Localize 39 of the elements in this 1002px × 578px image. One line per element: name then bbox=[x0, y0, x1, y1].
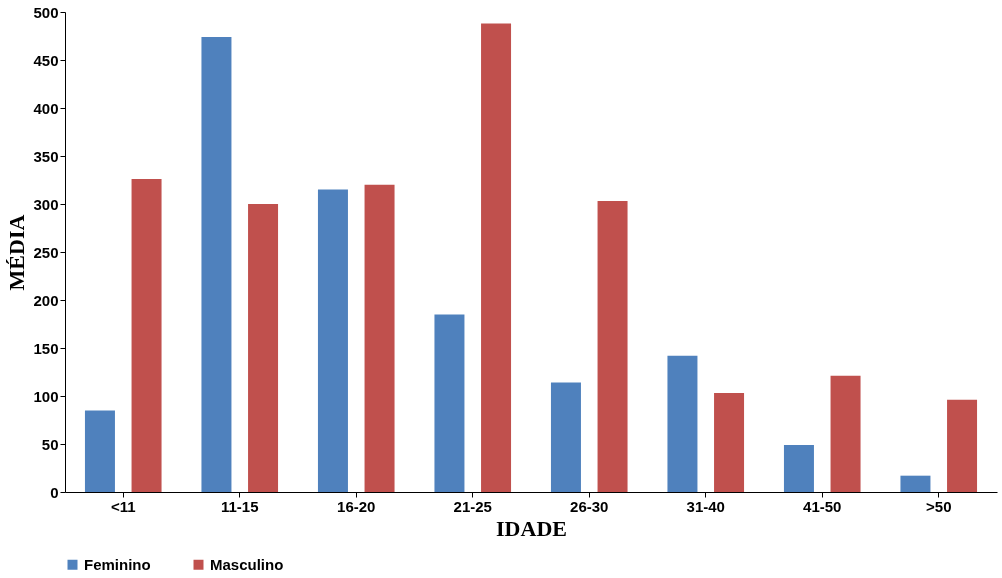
y-tick-label: 400 bbox=[33, 99, 59, 117]
bar bbox=[248, 204, 279, 492]
y-tick-label: 50 bbox=[41, 435, 59, 453]
y-axis-title: MÉDIA bbox=[4, 214, 30, 291]
x-tick-label: 26-30 bbox=[570, 497, 609, 515]
x-tick-label: <11 bbox=[110, 497, 136, 515]
bar bbox=[783, 444, 814, 492]
bar bbox=[714, 393, 745, 492]
legend-label: Masculino bbox=[210, 555, 284, 573]
bar bbox=[201, 36, 232, 492]
bar bbox=[597, 201, 628, 492]
bar bbox=[364, 184, 395, 492]
bar bbox=[131, 179, 162, 492]
x-axis-title: IDADE bbox=[496, 515, 567, 541]
y-tick-label: 200 bbox=[33, 291, 59, 309]
x-tick-label: 16-20 bbox=[337, 497, 376, 515]
bar bbox=[317, 189, 348, 492]
y-tick-label: 250 bbox=[33, 243, 59, 261]
bar bbox=[947, 399, 978, 492]
y-tick-label: 500 bbox=[33, 3, 59, 21]
x-tick-label: >50 bbox=[926, 497, 952, 515]
bar bbox=[550, 382, 581, 492]
x-tick-label: 41-50 bbox=[803, 497, 842, 515]
x-tick-label: 11-15 bbox=[220, 497, 259, 515]
y-tick-label: 0 bbox=[50, 483, 59, 501]
bar bbox=[434, 314, 465, 492]
bar bbox=[84, 410, 115, 492]
y-tick-label: 300 bbox=[33, 195, 59, 213]
y-tick-label: 100 bbox=[33, 387, 59, 405]
y-tick-label: 350 bbox=[33, 147, 59, 165]
legend-label: Feminino bbox=[84, 555, 151, 573]
x-tick-label: 31-40 bbox=[686, 497, 725, 515]
y-tick-label: 450 bbox=[33, 51, 59, 69]
bar bbox=[830, 375, 861, 492]
bar bbox=[481, 23, 512, 492]
bar bbox=[900, 475, 931, 492]
y-tick-label: 150 bbox=[33, 339, 59, 357]
x-tick-label: 21-25 bbox=[453, 497, 492, 515]
bar bbox=[667, 355, 698, 492]
